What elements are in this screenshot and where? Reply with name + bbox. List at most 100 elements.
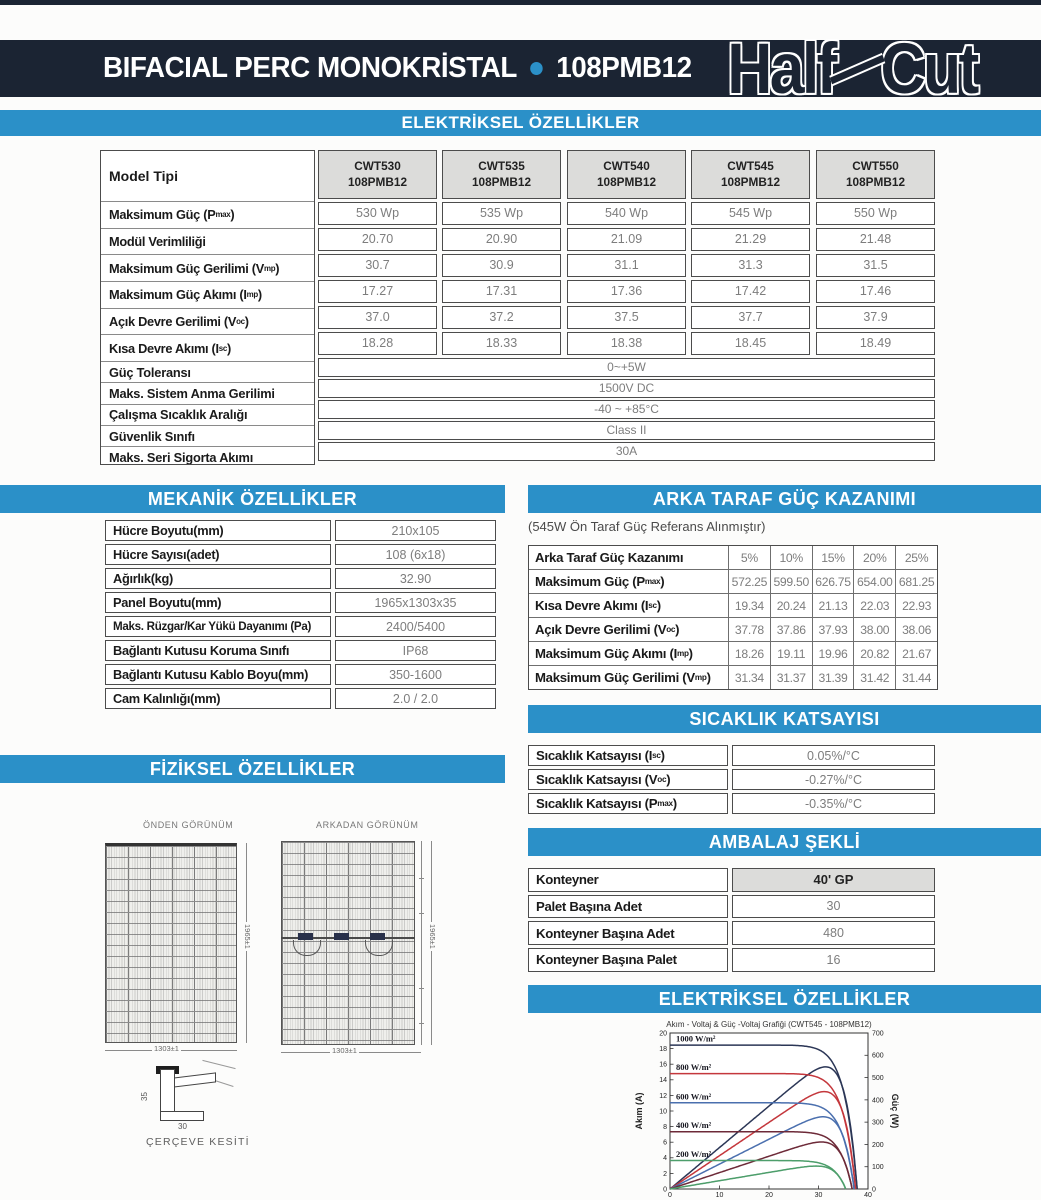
svg-text:300: 300 (872, 1120, 884, 1127)
frame-height-dimension: 35 (139, 1090, 149, 1103)
spec-row-label: Güç Toleransı (101, 361, 314, 382)
svg-text:40: 40 (864, 1192, 872, 1199)
spec-value: 37.0 (318, 306, 437, 329)
model-header: CWT540 108PMB12 (567, 150, 686, 199)
model-column-cwt540: CWT540 108PMB12 540 Wp 21.09 31.1 17.36 … (567, 150, 686, 358)
electrical-specs-label-column: Model Tipi Maksimum Güç (P max) Modül Ver… (100, 150, 315, 465)
model-header: CWT545 108PMB12 (691, 150, 810, 199)
svg-text:18: 18 (659, 1046, 667, 1053)
spec-row-label: Maks. Seri Sigorta Akımı (101, 446, 314, 464)
section-heading-packaging: AMBALAJ ŞEKLİ (528, 828, 1041, 856)
height-dimension: 1965±1 (428, 922, 437, 951)
bifacial-reference-note: (545W Ön Taraf Güç Referans Alınmıştır) (528, 519, 766, 534)
dimension-line (421, 841, 422, 1045)
spec-value: 31.5 (816, 254, 935, 277)
svg-text:2: 2 (663, 1171, 667, 1178)
spec-value: 30.7 (318, 254, 437, 277)
back-view-label: ARKADAN GÖRÜNÜM (316, 820, 419, 830)
section-heading-mechanical: MEKANİK ÖZELLİKLER (0, 485, 505, 513)
model-tipi-label: Model Tipi (109, 168, 178, 184)
junction-box (334, 933, 349, 940)
mechanical-specs-table: Hücre Boyutu(mm) 210x105 Hücre Sayısı(ad… (105, 520, 496, 712)
svg-text:200 W/m²: 200 W/m² (676, 1149, 712, 1159)
table-row: Konteyner Başına Palet 16 (528, 948, 935, 972)
iv-curve-chart: Akım - Voltaj & Güç -Voltaj Grafiği (CWT… (634, 1020, 900, 1199)
span-value: 1500V DC (318, 379, 935, 398)
table-row: Panel Boyutu(mm) 1965x1303x35 (105, 592, 496, 613)
svg-text:0: 0 (663, 1186, 667, 1193)
span-value: 0~+5W (318, 358, 935, 377)
title-model: 108PMB12 (556, 52, 692, 84)
dim-tick (419, 913, 424, 914)
svg-text:200: 200 (872, 1142, 884, 1149)
svg-text:20: 20 (765, 1192, 773, 1199)
svg-text:Güç (W): Güç (W) (890, 1094, 900, 1129)
table-row: Ağırlık(kg) 32.90 (105, 568, 496, 589)
spec-row-label: Maksimum Güç Akımı (I mp) (101, 281, 314, 308)
spec-row-label: Çalışma Sıcaklık Aralığı (101, 403, 314, 425)
spec-value: 535 Wp (442, 202, 561, 225)
logo-half: Half (727, 29, 837, 109)
junction-box (370, 933, 385, 940)
spec-row-label: Maks. Sistem Anma Gerilimi (101, 382, 314, 403)
section-heading-bifacial: ARKA TARAF GÜÇ KAZANIMI (528, 485, 1041, 513)
model-column-cwt535: CWT535 108PMB12 535 Wp 20.90 30.9 17.31 … (442, 150, 561, 358)
spec-value: 31.1 (567, 254, 686, 277)
spec-row-label: Maksimum Güç Gerilimi (V mp) (101, 254, 314, 281)
table-row: Maks. Rüzgar/Kar Yükü Dayanımı (Pa) 2400… (105, 616, 496, 637)
spec-value: 20.70 (318, 228, 437, 251)
spec-value: 20.90 (442, 228, 561, 251)
spec-value: 31.3 (691, 254, 810, 277)
table-row: Sıcaklık Katsayısı (P max) -0.35%/°C (528, 793, 935, 814)
frame-arm (173, 1072, 216, 1088)
frame-section-label: ÇERÇEVE KESİTİ (146, 1136, 250, 1148)
packaging-table: Konteyner 40' GP Palet Başına Adet 30 Ko… (528, 868, 935, 975)
spec-row-label: Modül Verimliliği (101, 227, 314, 255)
title-main: BIFACIAL PERC MONOKRİSTAL (103, 52, 517, 84)
spec-value: 540 Wp (567, 202, 686, 225)
svg-text:800 W/m²: 800 W/m² (676, 1062, 712, 1072)
svg-text:0: 0 (872, 1186, 876, 1193)
table-row: Bağlantı Kutusu Kablo Boyu(mm) 350-1600 (105, 664, 496, 685)
svg-text:600 W/m²: 600 W/m² (676, 1091, 712, 1101)
table-row: Konteyner Başına Adet 480 (528, 921, 935, 945)
spec-value: 530 Wp (318, 202, 437, 225)
front-view-label: ÖNDEN GÖRÜNÜM (143, 820, 234, 830)
svg-text:400: 400 (872, 1097, 884, 1104)
spec-row-label: Açık Devre Gerilimi (V oc) (101, 307, 314, 335)
spec-value: 545 Wp (691, 202, 810, 225)
frame-width-dimension: 30 (176, 1122, 189, 1131)
svg-text:8: 8 (663, 1124, 667, 1131)
svg-text:500: 500 (872, 1075, 884, 1082)
dim-tick (419, 1023, 424, 1024)
svg-text:1000 W/m²: 1000 W/m² (676, 1034, 716, 1044)
width-dimension: 1303±1 (330, 1046, 359, 1055)
frame-cross-section-drawing: 35 30 (139, 1059, 246, 1131)
table-row: Hücre Boyutu(mm) 210x105 (105, 520, 496, 541)
svg-text:10: 10 (659, 1108, 667, 1115)
spec-value: 21.29 (691, 228, 810, 251)
dim-tick (419, 878, 424, 879)
frame-foot (160, 1111, 204, 1121)
spec-value: 37.5 (567, 306, 686, 329)
spec-value: 21.48 (816, 228, 935, 251)
svg-text:4: 4 (663, 1155, 667, 1162)
svg-text:100: 100 (872, 1164, 884, 1171)
svg-text:30: 30 (815, 1192, 823, 1199)
svg-text:10: 10 (716, 1192, 724, 1199)
spec-value: 30.9 (442, 254, 561, 277)
span-value: 30A (318, 442, 935, 461)
svg-text:20: 20 (659, 1030, 667, 1037)
table-row: Cam Kalınlığı(mm) 2.0 / 2.0 (105, 688, 496, 709)
spec-value: 37.7 (691, 306, 810, 329)
spec-value: 18.33 (442, 332, 561, 355)
table-row: Bağlantı Kutusu Koruma Sınıfı IP68 (105, 640, 496, 661)
temperature-coefficient-table: Sıcaklık Katsayısı (I sc) 0.05%/°C Sıcakl… (528, 745, 935, 817)
spec-value: 18.28 (318, 332, 437, 355)
span-value: -40 ~ +85°C (318, 400, 935, 419)
halfcut-logo: Half Cut (720, 18, 984, 120)
table-row: Konteyner 40' GP (528, 868, 935, 892)
section-heading-electrical: ELEKTRİKSEL ÖZELLİKLER (0, 110, 1041, 136)
spec-value: 17.27 (318, 280, 437, 303)
spec-value: 21.09 (567, 228, 686, 251)
